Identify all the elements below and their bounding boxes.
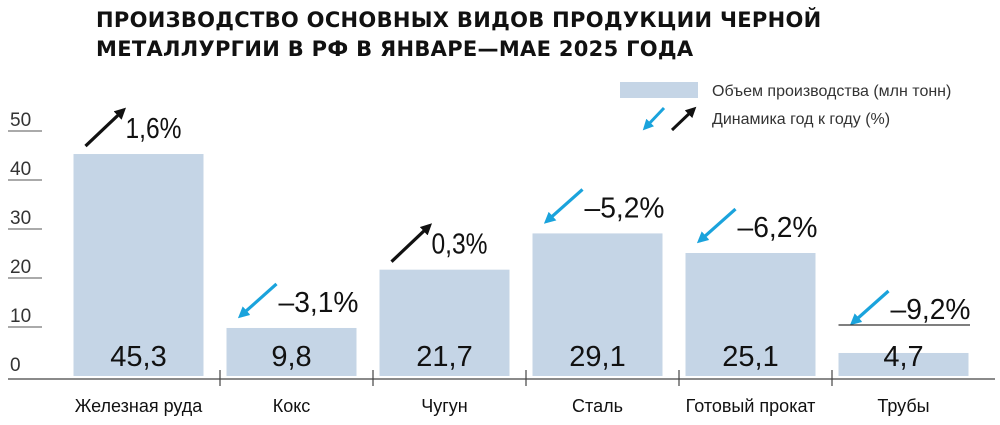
- bar-value-label: 29,1: [569, 341, 625, 373]
- bar-value-label: 9,8: [271, 341, 311, 373]
- bar: [838, 352, 969, 376]
- category-label: Готовый прокат: [686, 396, 816, 416]
- yoy-down-arrow: [543, 188, 584, 224]
- chart-title-line-2: МЕТАЛЛУРГИИ В РФ В ЯНВАРЕ—МАЕ 2025 ГОДА: [96, 37, 694, 61]
- yoy-percent-label: –5,2%: [585, 192, 665, 224]
- bar: [73, 154, 204, 376]
- y-tick-label: 0: [10, 355, 21, 376]
- y-tick-label: 20: [10, 257, 31, 278]
- category-label: Железная руда: [75, 396, 204, 416]
- yoy-down-arrow: [696, 207, 737, 244]
- bar-value-label: 4,7: [883, 341, 923, 373]
- y-axis: 0 10 20 30 40 50: [8, 110, 42, 376]
- yoy-percent-label: –6,2%: [738, 212, 818, 244]
- yoy-down-arrow: [237, 282, 278, 319]
- bar: [685, 253, 816, 376]
- y-tick-label: 40: [10, 159, 31, 180]
- bar-group: 4,7 Трубы –9,2%: [838, 289, 971, 416]
- yoy-up-arrow: [390, 223, 433, 263]
- bar-value-label: 25,1: [722, 341, 778, 373]
- y-tick-label: 30: [10, 208, 31, 229]
- x-axis: [8, 370, 995, 386]
- bar: [379, 269, 510, 376]
- bar-group: 25,1 Готовый прокат –6,2%: [685, 207, 818, 416]
- bar-value-label: 21,7: [416, 341, 472, 373]
- yoy-percent-label: –3,1%: [279, 287, 359, 319]
- category-label: Трубы: [877, 396, 929, 416]
- category-label: Кокс: [273, 396, 311, 416]
- category-label: Сталь: [572, 396, 623, 416]
- yoy-percent-label: 0,3%: [432, 229, 488, 261]
- yoy-up-arrow: [84, 107, 127, 148]
- chart-title: ПРОИЗВОДСТВО ОСНОВНЫХ ВИДОВ ПРОДУКЦИИ ЧЕ…: [96, 6, 822, 64]
- legend: Объем производства (млн тонн) Динамика го…: [620, 82, 951, 132]
- yoy-percent-label: 1,6%: [126, 113, 182, 145]
- bar-group: 29,1 Сталь –5,2%: [532, 188, 665, 416]
- legend-down-arrow-icon: [642, 106, 666, 131]
- bar-group: 9,8 Кокс –3,1%: [226, 282, 359, 416]
- legend-swatch: [620, 82, 698, 98]
- y-tick-label: 10: [10, 306, 31, 327]
- bar: [226, 327, 357, 376]
- bars: 45,3 Железная руда 1,6% 9,8 Кокс –3,1% 21,7 Чуг…: [73, 107, 971, 416]
- yoy-down-arrow: [849, 289, 890, 326]
- category-label: Чугун: [421, 396, 468, 416]
- bar: [532, 233, 663, 376]
- bar-value-label: 45,3: [110, 341, 166, 373]
- bar-group: 21,7 Чугун 0,3%: [379, 223, 510, 416]
- bar-group: 45,3 Железная руда 1,6%: [73, 107, 204, 416]
- y-tick-label: 50: [10, 110, 31, 131]
- yoy-percent-label: –9,2%: [891, 294, 971, 326]
- legend-volume-label: Объем производства (млн тонн): [712, 83, 951, 100]
- chart-title-line-1: ПРОИЗВОДСТВО ОСНОВНЫХ ВИДОВ ПРОДУКЦИИ ЧЕ…: [96, 8, 822, 32]
- legend-yoy-label: Динамика год к году (%): [712, 111, 890, 128]
- legend-up-arrow-icon: [670, 106, 697, 132]
